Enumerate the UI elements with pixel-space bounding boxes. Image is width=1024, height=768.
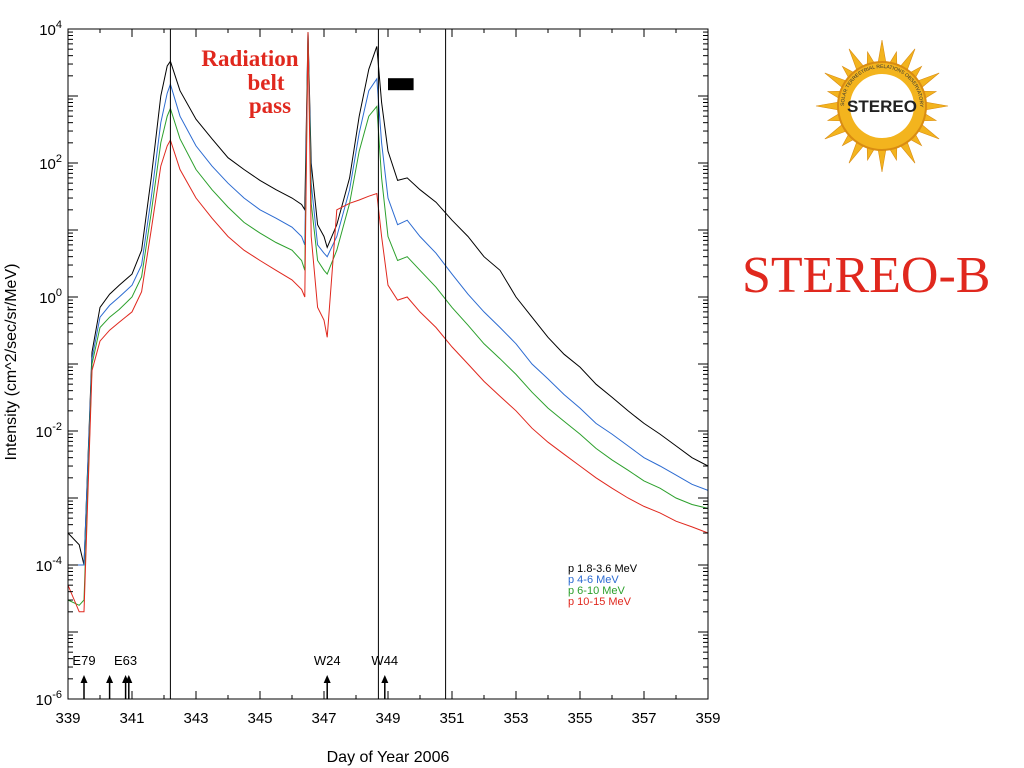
sun-ray <box>877 147 887 173</box>
sun-ray <box>815 101 841 111</box>
x-tick-label: 357 <box>631 710 656 727</box>
x-tick-label: 347 <box>311 710 336 727</box>
black-bar <box>388 78 414 91</box>
legend-entry: p 10-15 MeV <box>568 596 632 608</box>
legend-entry: p 6-10 MeV <box>568 585 626 597</box>
sun-ray <box>877 39 887 65</box>
series-line-4 <box>67 32 709 613</box>
event-label: W24 <box>314 653 341 668</box>
y-tick-label: 10-4 <box>36 555 62 575</box>
event-arrow-head <box>106 675 114 683</box>
legend-entry: p 4-6 MeV <box>568 574 619 586</box>
y-tick-label: 104 <box>39 19 62 39</box>
x-tick-label: 355 <box>567 710 592 727</box>
logo-core <box>850 74 914 138</box>
series-line-3 <box>67 32 709 606</box>
stereo-logo-graphic: SOLAR TERRESTRIAL RELATIONS OBSERVATORY … <box>815 39 949 173</box>
x-tick-label: 349 <box>375 710 400 727</box>
y-tick-label: 100 <box>39 287 62 307</box>
event-arrow-head <box>80 675 88 683</box>
y-tick-label: 102 <box>39 153 62 173</box>
event-arrow-head <box>381 675 389 683</box>
axes: 339 341 343 345 347 349 351 353 355 357 359 104 102 1… <box>36 19 721 727</box>
stereo-logo: SOLAR TERRESTRIAL RELATIONS OBSERVATORY … <box>812 36 952 181</box>
x-tick-label: 343 <box>183 710 208 727</box>
series-line-2 <box>68 32 709 566</box>
event-label: E79 <box>72 653 95 668</box>
x-axis-label: Day of Year 2006 <box>327 749 450 766</box>
series-line-1 <box>67 32 709 566</box>
logo-text: STEREO <box>847 97 917 116</box>
annotation-line-3: pass <box>249 93 291 118</box>
event-label: E63 <box>114 653 137 668</box>
event-arrow-head <box>125 675 133 683</box>
x-tick-label: 353 <box>503 710 528 727</box>
event-label: W44 <box>371 653 398 668</box>
x-tick-label: 351 <box>439 710 464 727</box>
y-tick-label: 10-2 <box>36 421 62 441</box>
x-tick-label: 359 <box>695 710 720 727</box>
legend-entry: p 1.8-3.6 MeV <box>568 563 638 575</box>
x-tick-label: 341 <box>119 710 144 727</box>
y-axis-label: Intensity (cm^2/sec/sr/MeV) <box>3 264 20 461</box>
page-title: STEREO-B <box>742 247 991 304</box>
y-tick-label: 10-6 <box>36 689 62 709</box>
annotation-line-2: belt <box>247 70 284 95</box>
x-tick-label: 339 <box>55 710 80 727</box>
event-arrow-head <box>323 675 331 683</box>
x-tick-label: 345 <box>247 710 272 727</box>
series-layer <box>67 32 709 613</box>
annotation-line-1: Radiation <box>201 46 298 71</box>
sun-ray <box>923 101 949 111</box>
